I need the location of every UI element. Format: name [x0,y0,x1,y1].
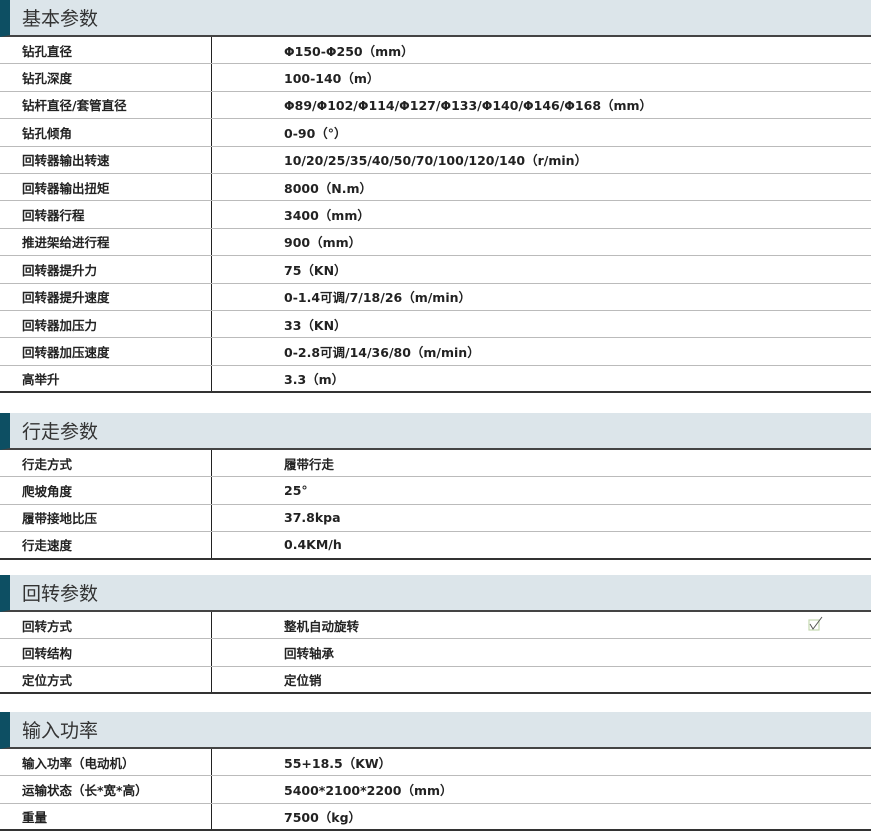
param-label: 爬坡角度 [0,477,212,504]
param-value: 3400（mm） [284,208,370,224]
table-row: 回转器输出扭矩 8000（N.m） [0,173,871,202]
spec-section: 输入功率 输入功率（电动机） 55+18.5（KW） 运输状态（长*宽*高） 5400*… [0,712,871,832]
table-row: 钻孔深度 100-140（m） [0,64,871,92]
param-value: 定位销 [284,672,322,688]
param-value: 0-1.4可调/7/18/26（m/min） [284,290,472,306]
param-label: 回转器输出转速 [0,146,212,173]
param-label: 回转结构 [0,639,212,666]
param-value: 0-2.8可调/14/36/80（m/min） [284,344,480,360]
param-value: 3.3（m） [284,371,345,387]
param-label: 履带接地比压 [0,504,212,532]
table-row: 履带接地比压 37.8kpa [0,504,871,533]
table-row: 爬坡角度 25° [0,477,871,505]
table-row: 回转器行程 3400（mm） [0,201,871,229]
param-label: 重量 [0,803,212,830]
param-label: 回转器加压速度 [0,338,212,365]
table-row: 高举升 3.3（m） [0,365,871,394]
param-value: 55+18.5（KW） [284,755,392,771]
table-row: 回转方式 整机自动旋转 [0,612,871,640]
param-value: 37.8kpa [284,510,341,526]
param-value: Φ89/Φ102/Φ114/Φ127/Φ133/Φ140/Φ146/Φ168（m… [284,98,653,114]
table-row: 行走速度 0.4KM/h [0,532,871,560]
param-value: 整机自动旋转 [284,618,360,634]
table-row: 回转器加压速度 0-2.8可调/14/36/80（m/min） [0,338,871,366]
checkbox-check-icon [808,616,823,631]
param-label: 钻杆直径/套管直径 [0,91,212,119]
table-row: 回转器提升速度 0-1.4可调/7/18/26（m/min） [0,283,871,311]
param-label: 钻孔直径 [0,37,212,64]
param-label: 钻孔倾角 [0,119,212,146]
table-row: 钻孔倾角 0-90（°） [0,119,871,147]
param-label: 回转器提升力 [0,256,212,283]
param-value: 100-140（m） [284,71,380,87]
table-row: 回转器加压力 33（KN） [0,310,871,339]
param-value: 7500（kg） [284,809,362,825]
section-title: 输入功率 [0,712,871,749]
param-label: 高举升 [0,365,212,392]
table-row: 行走方式 履带行走 [0,450,871,478]
param-label: 回转器输出扭矩 [0,173,212,201]
param-label: 运输状态（长*宽*高） [0,776,212,803]
param-label: 钻孔深度 [0,64,212,91]
param-value: 75（KN） [284,262,347,278]
param-label: 输入功率（电动机） [0,749,212,776]
param-value: 0-90（°） [284,125,347,141]
table-row: 定位方式 定位销 [0,666,871,695]
param-label: 行走方式 [0,450,212,477]
section-title: 基本参数 [0,0,871,37]
table-row: 运输状态（长*宽*高） 5400*2100*2200（mm） [0,776,871,804]
table-row: 回转器输出转速 10/20/25/35/40/50/70/100/120/140（… [0,146,871,174]
param-value: 33（KN） [284,317,347,333]
spec-section: 回转参数 回转方式 整机自动旋转回转结构 回转轴承定位方式 定位销 [0,575,871,695]
param-value: 25° [284,483,308,499]
param-label: 回转方式 [0,612,212,639]
section-title: 行走参数 [0,413,871,450]
table-row: 钻孔直径 Φ150-Φ250（mm） [0,37,871,65]
param-value: 900（mm） [284,235,362,251]
table-row: 输入功率（电动机） 55+18.5（KW） [0,749,871,777]
table-row: 推进架给进行程 900（mm） [0,228,871,257]
param-value: 回转轴承 [284,646,335,662]
table-row: 回转结构 回转轴承 [0,639,871,667]
param-value: Φ150-Φ250（mm） [284,43,414,59]
section-title: 回转参数 [0,575,871,612]
param-value: 履带行走 [284,456,335,472]
param-label: 回转器提升速度 [0,283,212,310]
spec-section: 行走参数 行走方式 履带行走爬坡角度 25° 履带接地比压 37.8kpa 行走速度 0.4K… [0,413,871,560]
param-label: 回转器行程 [0,201,212,228]
param-value: 10/20/25/35/40/50/70/100/120/140（r/min） [284,153,588,169]
param-value: 0.4KM/h [284,537,342,553]
param-label: 回转器加压力 [0,310,212,338]
param-label: 定位方式 [0,666,212,693]
param-label: 推进架给进行程 [0,228,212,256]
table-row: 回转器提升力 75（KN） [0,256,871,284]
param-value: 5400*2100*2200（mm） [284,783,453,799]
param-value: 8000（N.m） [284,180,373,196]
table-row: 钻杆直径/套管直径 Φ89/Φ102/Φ114/Φ127/Φ133/Φ140/Φ1… [0,91,871,120]
param-label: 行走速度 [0,532,212,558]
table-row: 重量 7500（kg） [0,803,871,832]
spec-section: 基本参数 钻孔直径 Φ150-Φ250（mm） 钻孔深度 100-140（m） 钻杆直径/… [0,0,871,394]
